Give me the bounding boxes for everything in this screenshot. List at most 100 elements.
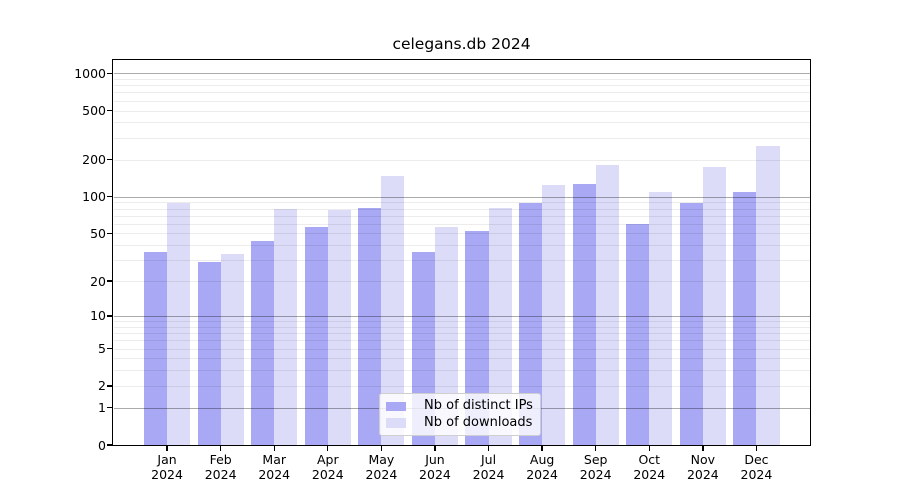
bar-distinct-ips-apr — [304, 226, 328, 445]
y-gridline-minor — [113, 110, 810, 112]
x-tick-label-year: 2024 — [258, 467, 291, 482]
y-gridline-minor — [113, 223, 810, 225]
right-spine — [810, 58, 812, 447]
x-tick — [702, 446, 704, 452]
legend: Nb of distinct IPs Nb of downloads — [379, 393, 541, 436]
y-gridline-minor — [113, 333, 810, 335]
y-gridline-minor — [113, 215, 810, 217]
y-tick-label: 5 — [98, 341, 106, 357]
y-tick-label: 0 — [98, 437, 106, 453]
legend-swatch-distinct-ips — [386, 401, 406, 411]
y-gridline-minor — [113, 100, 810, 102]
bar-downloads-sep — [595, 165, 619, 445]
y-tick — [107, 444, 113, 446]
y-tick — [107, 407, 113, 409]
x-tick — [273, 446, 275, 452]
bar-downloads-nov — [702, 166, 726, 445]
x-tick-label-month: Jul — [480, 452, 497, 467]
bottom-spine — [112, 445, 812, 447]
legend-swatch-downloads — [386, 418, 406, 428]
bar-distinct-ips-dec — [733, 191, 757, 445]
y-gridline-minor — [113, 385, 810, 387]
x-tick-label-year: 2024 — [204, 467, 237, 482]
y-gridline-major — [113, 196, 810, 198]
bar-distinct-ips-mar — [251, 241, 275, 445]
bar-distinct-ips-may — [358, 207, 382, 445]
x-tick — [380, 446, 383, 452]
x-tick-label-year: 2024 — [740, 467, 773, 482]
y-tick — [107, 385, 113, 387]
bar-distinct-ips-oct — [626, 223, 650, 445]
y-gridline-minor — [113, 340, 810, 342]
bar-distinct-ips-jul — [465, 231, 489, 445]
top-spine — [112, 58, 812, 60]
left-spine — [112, 58, 114, 447]
bar-downloads-apr — [327, 209, 351, 445]
y-tick-label: 500 — [82, 103, 106, 118]
y-gridline-minor — [113, 92, 810, 94]
chart-title: celegans.db 2024 — [392, 35, 531, 53]
bar-distinct-ips-feb — [197, 261, 221, 445]
y-gridline-minor — [113, 208, 810, 210]
x-tick-label-year: 2024 — [579, 467, 612, 482]
y-gridline-minor — [113, 321, 810, 323]
y-gridline-minor — [113, 260, 810, 262]
legend-label: Nb of distinct IPs — [424, 398, 533, 414]
y-tick-label: 100 — [82, 189, 106, 205]
y-tick-label: 200 — [82, 152, 106, 168]
x-tick — [594, 446, 597, 452]
bar-distinct-ips-jan — [143, 252, 168, 445]
bar-distinct-ips-nov — [679, 203, 703, 445]
x-tick-label-month: Jun — [425, 452, 445, 467]
y-tick-label: 2 — [98, 378, 106, 394]
bar-downloads-oct — [649, 191, 673, 445]
y-tick-label: 20 — [90, 273, 106, 289]
bar-distinct-ips-sep — [572, 183, 596, 445]
y-tick — [107, 232, 113, 235]
x-tick — [648, 446, 650, 452]
x-tick-label-month: May — [368, 452, 395, 467]
y-tick-label: 1000 — [74, 65, 106, 81]
y-tick — [107, 315, 113, 317]
y-gridline-major — [113, 73, 810, 75]
y-tick — [107, 280, 113, 282]
y-gridline-minor — [113, 122, 810, 124]
x-tick-label-month: Aug — [529, 452, 555, 467]
bar-downloads-jun — [434, 226, 459, 445]
bar-downloads-mar — [274, 209, 298, 445]
bar-downloads-may — [381, 175, 405, 445]
x-tick — [327, 446, 329, 452]
y-gridline-minor — [113, 245, 810, 247]
legend-item: Nb of downloads — [386, 415, 532, 432]
x-tick — [434, 446, 436, 452]
x-tick — [541, 446, 543, 452]
y-tick — [107, 72, 113, 74]
y-gridline-minor — [113, 85, 810, 87]
bar-downloads-aug — [542, 185, 566, 445]
x-tick-label-month: Jan — [157, 452, 177, 467]
y-gridline-minor — [113, 137, 810, 139]
y-tick — [107, 109, 113, 112]
y-tick-label: 10 — [90, 308, 106, 324]
x-tick-label-year: 2024 — [365, 467, 398, 482]
x-tick-label-month: Sep — [583, 452, 608, 467]
x-tick-label-month: Oct — [638, 452, 661, 467]
x-tick-label-month: Apr — [316, 452, 339, 467]
y-tick-label: 1 — [98, 400, 106, 416]
y-gridline-minor — [113, 281, 810, 283]
y-gridline-minor — [113, 78, 810, 80]
y-tick-label: 50 — [90, 225, 106, 241]
bar-downloads-dec — [756, 146, 780, 445]
x-tick — [487, 446, 490, 452]
x-tick — [166, 446, 168, 452]
y-gridline-minor — [113, 370, 810, 372]
x-tick-label-year: 2024 — [151, 467, 183, 482]
y-tick — [107, 347, 113, 350]
y-gridline-minor — [113, 358, 810, 360]
y-gridline-minor — [113, 326, 810, 328]
y-tick — [107, 158, 113, 161]
legend-item: Nb of distinct IPs — [386, 398, 533, 415]
y-gridline-minor — [113, 202, 810, 204]
